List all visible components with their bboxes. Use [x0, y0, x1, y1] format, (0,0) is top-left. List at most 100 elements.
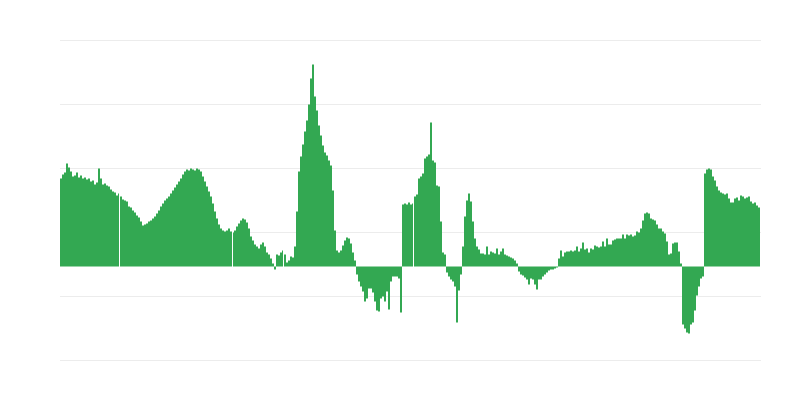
- chart-bar: [336, 250, 338, 267]
- chart-bar: [256, 246, 258, 267]
- chart-bar: [684, 266, 686, 329]
- chart-bar: [186, 169, 188, 267]
- chart-bar: [172, 190, 174, 267]
- chart-bar: [470, 201, 472, 267]
- chart-bar: [464, 216, 466, 267]
- chart-bar: [208, 191, 210, 267]
- chart-bar: [548, 266, 550, 271]
- chart-bar: [292, 257, 294, 267]
- chart-bar: [346, 237, 348, 267]
- chart-bar: [596, 246, 598, 267]
- chart-bar: [400, 266, 402, 313]
- chart-bar: [368, 266, 370, 289]
- chart-bar: [338, 252, 340, 267]
- chart-bar: [670, 253, 672, 267]
- chart-bar: [566, 251, 568, 267]
- chart-bar: [122, 199, 124, 267]
- chart-bar: [448, 266, 450, 277]
- chart-bar: [524, 266, 526, 278]
- chart-bar: [568, 251, 570, 267]
- chart-bar: [350, 243, 352, 267]
- chart-bar: [302, 144, 304, 267]
- chart-bar: [576, 246, 578, 267]
- chart-bar: [138, 217, 140, 267]
- chart-bar: [258, 248, 260, 267]
- chart-bar: [76, 172, 78, 267]
- chart-bar: [538, 266, 540, 280]
- chart-bar: [162, 203, 164, 267]
- chart-bar: [84, 177, 86, 267]
- chart-bar: [216, 218, 218, 267]
- chart-bar: [420, 176, 422, 267]
- chart-bar: [178, 181, 180, 267]
- chart-bar: [522, 266, 524, 276]
- chart-bar: [378, 266, 380, 312]
- chart-bar: [298, 171, 300, 267]
- chart-bar: [702, 266, 704, 277]
- chart-bar: [516, 263, 518, 267]
- chart-bar: [182, 174, 184, 267]
- chart-bar: [92, 180, 94, 267]
- chart-bar: [550, 266, 552, 270]
- chart-bar: [396, 266, 398, 277]
- chart-bar: [680, 263, 682, 267]
- chart-bar: [340, 250, 342, 267]
- chart-bar: [354, 260, 356, 267]
- chart-bar: [668, 254, 670, 267]
- chart-bar: [672, 243, 674, 267]
- chart-bar: [128, 206, 130, 267]
- bar-gap-line: [413, 194, 414, 267]
- chart-bar: [606, 238, 608, 267]
- chart-bar: [294, 246, 296, 267]
- chart-bar: [676, 242, 678, 267]
- chart-bar: [64, 172, 66, 267]
- chart-bar: [726, 193, 728, 267]
- chart-bar: [210, 196, 212, 267]
- chart-bar: [254, 244, 256, 267]
- chart-bar: [592, 249, 594, 267]
- chart-bar: [204, 181, 206, 267]
- chart-bar: [480, 253, 482, 267]
- chart-bar: [632, 236, 634, 267]
- chart-bar: [716, 186, 718, 267]
- chart-bar: [242, 218, 244, 267]
- chart-bar: [62, 174, 64, 267]
- chart-bar: [758, 207, 760, 267]
- chart-bar: [214, 211, 216, 267]
- chart-bar: [750, 201, 752, 267]
- chart-bar: [370, 266, 372, 289]
- bar-gap-line: [119, 193, 120, 267]
- chart-bar: [544, 266, 546, 275]
- chart-bar: [240, 220, 242, 267]
- chart-bar: [644, 213, 646, 267]
- chart-bar: [532, 266, 534, 280]
- chart-bar: [192, 169, 194, 267]
- chart-bar: [500, 251, 502, 267]
- chart-bar: [582, 242, 584, 267]
- chart-bar: [100, 178, 102, 267]
- chart-bar: [226, 230, 228, 267]
- chart-bar: [372, 266, 374, 293]
- chart-bar: [660, 228, 662, 267]
- chart-bar: [678, 251, 680, 267]
- chart-bar: [638, 232, 640, 267]
- chart-bar: [266, 252, 268, 267]
- chart-bar: [620, 238, 622, 267]
- chart-bar: [738, 200, 740, 267]
- chart-bar: [320, 135, 322, 267]
- chart-bar: [236, 226, 238, 267]
- chart-bar: [154, 216, 156, 267]
- chart-bar: [180, 178, 182, 267]
- chart-bar: [468, 193, 470, 267]
- chart-bar: [152, 218, 154, 267]
- chart-bar: [406, 204, 408, 267]
- chart-bar: [262, 242, 264, 267]
- chart-bar: [200, 171, 202, 267]
- chart-bar: [382, 266, 384, 297]
- chart-bar: [418, 178, 420, 267]
- chart-bar: [246, 222, 248, 267]
- chart-bar: [454, 266, 456, 287]
- bar-gap-line: [283, 250, 284, 267]
